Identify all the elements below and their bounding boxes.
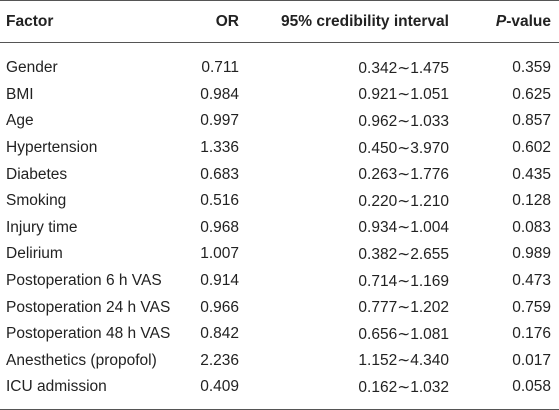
table-row: Hypertension 1.336 0.450∼3.970 0.602	[0, 135, 559, 162]
cell-p-value: 0.359	[512, 59, 551, 77]
table-row: ICU admission 0.409 0.162∼1.032 0.058	[0, 374, 559, 410]
cell-ci: 1.152∼4.340	[358, 352, 449, 370]
cell-ci: 0.162∼1.032	[358, 378, 449, 396]
cell-ci: 0.962∼1.033	[358, 112, 449, 130]
table-row: Smoking 0.516 0.220∼1.210 0.128	[0, 188, 559, 215]
table-row: Age 0.997 0.962∼1.033 0.857	[0, 108, 559, 135]
cell-p-value: 0.435	[512, 165, 551, 183]
header-or: OR	[215, 12, 239, 30]
cell-or: 0.516	[200, 192, 239, 210]
cell-or: 2.236	[200, 351, 239, 369]
cell-p-value: 0.176	[512, 325, 551, 343]
header-factor: Factor	[6, 12, 54, 30]
cell-or: 0.683	[200, 165, 239, 183]
cell-ci: 0.714∼1.169	[358, 272, 449, 290]
cell-factor: Postoperation 6 h VAS	[6, 272, 162, 290]
cell-factor: Postoperation 24 h VAS	[6, 298, 171, 316]
table-row: Postoperation 48 h VAS 0.842 0.656∼1.081 0.…	[0, 321, 559, 348]
cell-factor: Smoking	[6, 192, 67, 210]
cell-p-value: 0.128	[512, 192, 551, 210]
cell-ci: 0.934∼1.004	[358, 219, 449, 237]
cell-ci: 0.263∼1.776	[358, 166, 449, 184]
cell-factor: Diabetes	[6, 165, 68, 183]
cell-ci: 0.656∼1.081	[358, 325, 449, 343]
cell-or: 1.336	[200, 139, 239, 157]
cell-or: 0.409	[200, 378, 239, 396]
cell-factor: Postoperation 48 h VAS	[6, 325, 171, 343]
cell-p-value: 0.602	[512, 139, 551, 157]
header-p-value: P-value	[455, 1, 559, 43]
table-body: Gender 0.711 0.342∼1.475 0.359 BMI 0.984 0.921…	[0, 43, 559, 410]
table-row: Delirium 1.007 0.382∼2.655 0.989	[0, 241, 559, 268]
table-row: Injury time 0.968 0.934∼1.004 0.083	[0, 215, 559, 242]
cell-ci: 0.382∼2.655	[358, 245, 449, 263]
cell-factor: Injury time	[6, 218, 78, 236]
cell-or: 0.968	[200, 218, 239, 236]
table-row: Postoperation 6 h VAS 0.914 0.714∼1.169 0.4…	[0, 268, 559, 295]
cell-factor: Delirium	[6, 245, 63, 263]
cell-or: 0.711	[201, 59, 239, 77]
cell-ci: 0.777∼1.202	[358, 299, 449, 317]
header-row: Factor OR 95% credibility interval P-val…	[0, 0, 559, 43]
table-row: Postoperation 24 h VAS 0.966 0.777∼1.202 0.…	[0, 294, 559, 321]
cell-factor: Anesthetics (propofol)	[6, 351, 157, 369]
table-header: Factor OR 95% credibility interval P-val…	[0, 0, 559, 43]
table-row: Diabetes 0.683 0.263∼1.776 0.435	[0, 161, 559, 188]
cell-or: 0.914	[200, 272, 239, 290]
cell-p-value: 0.759	[512, 298, 551, 316]
cell-ci: 0.921∼1.051	[358, 86, 449, 104]
cell-or: 1.007	[200, 245, 239, 263]
header-ci: 95% credibility interval	[281, 12, 449, 30]
table-row: Anesthetics (propofol) 2.236 1.152∼4.340 0.…	[0, 348, 559, 375]
cell-p-value: 0.083	[512, 218, 551, 236]
table-row: BMI 0.984 0.921∼1.051 0.625	[0, 82, 559, 109]
cell-factor: Hypertension	[6, 139, 98, 157]
cell-factor: Gender	[6, 59, 58, 77]
cell-factor: Age	[6, 112, 34, 130]
cell-p-value: 0.017	[512, 351, 551, 369]
cell-or: 0.966	[200, 298, 239, 316]
cell-or: 0.997	[200, 112, 239, 130]
cell-p-value: 0.989	[512, 245, 551, 263]
header-p-suffix: -value	[506, 12, 551, 30]
cell-p-value: 0.473	[512, 272, 551, 290]
cell-or: 0.842	[200, 325, 239, 343]
cell-ci: 0.220∼1.210	[358, 192, 449, 210]
cell-p-value: 0.625	[512, 85, 551, 103]
cell-factor: ICU admission	[6, 378, 107, 396]
cell-ci: 0.342∼1.475	[358, 59, 449, 77]
header-p-italic: P	[495, 12, 507, 30]
cell-ci: 0.450∼3.970	[358, 139, 449, 157]
cell-factor: BMI	[6, 85, 34, 103]
cell-p-value: 0.058	[512, 378, 551, 396]
cell-p-value: 0.857	[512, 112, 551, 130]
table-row: Gender 0.711 0.342∼1.475 0.359	[0, 43, 559, 82]
cell-or: 0.984	[200, 85, 239, 103]
